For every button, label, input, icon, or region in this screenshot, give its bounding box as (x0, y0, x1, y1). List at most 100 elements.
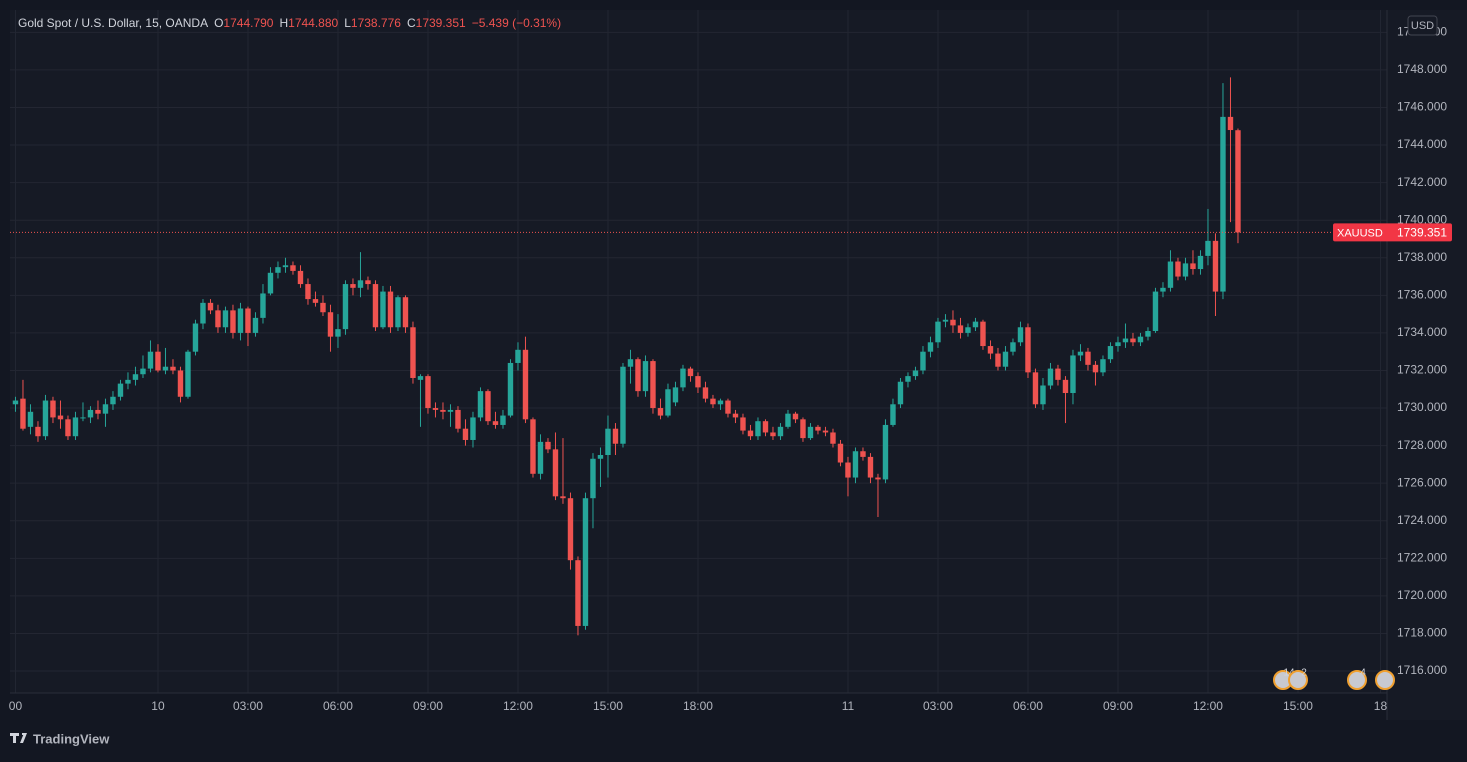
candle-body (545, 441, 551, 450)
candle-body (702, 387, 709, 399)
candle-body (42, 400, 49, 437)
candle-body (935, 321, 941, 343)
candle-body (590, 458, 596, 499)
y-tick-label: 1728.000 (1397, 438, 1447, 452)
candle-body (507, 362, 514, 416)
candle-body (672, 387, 679, 403)
candle-body (447, 409, 454, 412)
candle-body (312, 299, 319, 303)
candle-body (230, 310, 236, 333)
brand-name: TradingView (33, 731, 110, 746)
event-count: 4 (1360, 668, 1366, 679)
candle-body (485, 391, 491, 422)
event-badge[interactable]: 2 (1288, 668, 1308, 690)
candle-body (477, 391, 484, 418)
candle-body (620, 366, 626, 444)
candle-body (267, 272, 274, 294)
y-tick-label: 1734.000 (1397, 325, 1447, 339)
candle-body (365, 280, 371, 285)
candle-body (1220, 116, 1226, 292)
x-tick-label: 15:00 (593, 699, 623, 713)
candle-body (117, 383, 124, 397)
candle-body (440, 409, 446, 412)
candle-body (387, 291, 394, 328)
candle-body (890, 404, 896, 425)
candle-body (732, 413, 739, 418)
candle-body (492, 421, 499, 425)
x-tick-label: 06:00 (1013, 699, 1043, 713)
candle-body (470, 417, 476, 440)
candle-body (1137, 336, 1144, 343)
candle-body (1212, 240, 1219, 292)
brand-logo (10, 733, 27, 743)
y-tick-label: 1744.000 (1397, 137, 1447, 151)
last-price-value: 1739.351 (1397, 226, 1447, 240)
last-price-box (1333, 223, 1452, 242)
y-tick-label: 1738.000 (1397, 250, 1447, 264)
candle-body (710, 398, 716, 405)
candle-body (132, 374, 139, 380)
candle-body (852, 451, 859, 478)
candle-body (1227, 116, 1234, 131)
candle-body (192, 323, 199, 352)
candle-body (222, 310, 229, 328)
event-icon (1375, 670, 1395, 690)
candle-body (252, 317, 259, 333)
candle-body (920, 351, 926, 371)
candle-body (830, 432, 836, 444)
candle-body (402, 297, 409, 328)
candle-body (1092, 364, 1099, 373)
event-icon (1288, 670, 1308, 690)
candle-body (537, 441, 544, 474)
candle-body (905, 376, 911, 382)
candle-body (657, 408, 664, 416)
candle-body (1130, 338, 1136, 343)
candle-body (417, 376, 424, 380)
candle-body (1077, 351, 1084, 356)
candle-body (582, 498, 589, 626)
event-badge[interactable]: 4 (1347, 668, 1367, 690)
x-tick-label: 18 (1374, 699, 1388, 713)
candle-body (1205, 240, 1211, 256)
x-tick-label: 11 (842, 699, 855, 713)
candle-body (642, 361, 649, 392)
brand[interactable]: TradingView (10, 731, 110, 746)
y-tick-label: 1726.000 (1397, 475, 1447, 489)
candle-body (215, 310, 221, 328)
candle-body (245, 308, 251, 333)
candle-body (1047, 368, 1054, 386)
candle-body (297, 270, 304, 285)
candle-body (665, 389, 671, 416)
candle-body (650, 361, 656, 409)
candle-body (1160, 287, 1166, 292)
candle-body (1100, 359, 1106, 373)
y-tick-label: 1718.000 (1397, 626, 1447, 640)
x-tick-label: 03:00 (923, 699, 953, 713)
y-tick-label: 1748.000 (1397, 62, 1447, 76)
y-tick-label: 1720.000 (1397, 588, 1447, 602)
candle-body (1175, 261, 1181, 277)
candle-body (522, 349, 529, 420)
candle-body (305, 284, 311, 300)
candle-body (882, 424, 889, 480)
candle-body (747, 430, 754, 437)
candle-body (1025, 327, 1031, 373)
l-key: L (344, 16, 351, 30)
x-tick-label: 06:00 (323, 699, 353, 713)
currency-box[interactable] (1407, 15, 1438, 36)
candle-body (1017, 327, 1024, 343)
y-tick-label: 1722.000 (1397, 550, 1447, 564)
x-axis: 00 10 03:00 06:00 09:00 12:00 15:00 18:00 11 03:0… (9, 699, 1388, 713)
events: 14 2 4 (1273, 668, 1395, 690)
candle-body (597, 455, 604, 459)
candle-body (875, 477, 881, 480)
candle-body (1182, 263, 1189, 277)
currency[interactable]: USD (1411, 20, 1434, 32)
candle-body (560, 496, 566, 499)
candle-body (837, 443, 844, 463)
candle-body (912, 370, 919, 377)
plot-area (10, 10, 1387, 693)
candle-body (147, 351, 154, 369)
candle-body (462, 428, 469, 440)
